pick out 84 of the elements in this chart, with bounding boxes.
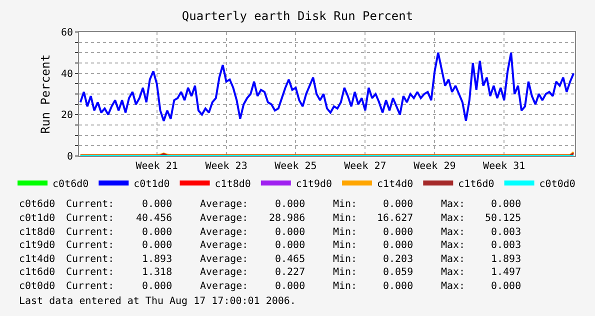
x-tick-label: Week 27 — [344, 161, 386, 172]
text: Min: — [333, 254, 358, 265]
text: c0t0d0 — [19, 281, 56, 292]
text: Current: — [66, 254, 114, 265]
text: Max: — [441, 199, 466, 210]
text: 0.000 — [383, 240, 414, 251]
legend-label: c1t6d0 — [458, 178, 494, 190]
text: 0.000 — [275, 199, 306, 210]
text: 0.003 — [491, 240, 522, 251]
text: 0.000 — [275, 240, 306, 251]
text: Min: — [333, 281, 358, 292]
text: 0.000 — [491, 281, 522, 292]
x-tick-label: Week 25 — [274, 161, 317, 172]
line-series — [79, 52, 575, 122]
text: Current: — [66, 213, 114, 224]
text: 1.318 — [142, 267, 172, 278]
x-tick-label: Week 29 — [414, 161, 456, 172]
text: 0.227 — [275, 267, 306, 278]
legend-label: c1t9d0 — [296, 178, 332, 190]
text: Average: — [200, 240, 248, 251]
text: Average: — [200, 199, 248, 210]
text: 0.000 — [383, 281, 414, 292]
text: 0.203 — [383, 254, 414, 265]
text: Min: — [333, 227, 358, 238]
text: 0.059 — [383, 267, 414, 278]
text: Max: — [441, 267, 466, 278]
text: c1t6d0 — [19, 267, 56, 278]
legend-label: c0t6d0 — [52, 178, 89, 190]
text: c1t9d0 — [19, 240, 56, 251]
text: 0.000 — [383, 199, 414, 210]
text: 28.986 — [269, 213, 306, 224]
text: Max: — [441, 240, 466, 251]
text: Last data entered at Thu Aug 17 17:00:01 2006. — [19, 296, 296, 307]
text: 50.125 — [485, 213, 522, 224]
text: Current: — [66, 199, 114, 210]
text: Max: — [441, 227, 466, 238]
text: 0.000 — [142, 227, 172, 238]
text: Min: — [333, 213, 358, 224]
text: Average: — [200, 281, 248, 292]
x-tick-label: Week 21 — [136, 161, 178, 172]
text: 40.456 — [136, 213, 172, 224]
text: Min: — [333, 199, 358, 210]
text: Average: — [200, 227, 248, 238]
text: 0.003 — [491, 227, 522, 238]
y-tick-label: 0 — [66, 152, 73, 162]
legend-label: c0t0d0 — [539, 178, 576, 190]
text: 1.497 — [491, 267, 522, 278]
text: 0.000 — [142, 199, 172, 210]
text: 0.000 — [275, 281, 306, 292]
text: 1.893 — [491, 254, 522, 265]
text: Current: — [66, 281, 114, 292]
text: 0.000 — [491, 199, 522, 210]
text: 0.000 — [383, 227, 414, 238]
legend-label: c1t4d0 — [377, 178, 414, 190]
text: Average: — [200, 254, 248, 265]
text: c0t6d0 — [19, 199, 56, 210]
text: Current: — [66, 240, 114, 251]
y-tick-label: 40 — [60, 68, 73, 80]
legend-label: c1t8d0 — [214, 178, 251, 190]
text: Min: — [333, 240, 358, 251]
chart-title: Quarterly earth Disk Run Percent — [182, 9, 414, 24]
text: Average: — [200, 267, 248, 278]
text: c1t8d0 — [19, 227, 56, 238]
text: 16.627 — [377, 213, 414, 224]
text: 0.000 — [142, 240, 172, 251]
text: Current: — [66, 267, 114, 278]
text: 0.000 — [275, 227, 306, 238]
legend-label: c0t1d0 — [134, 178, 170, 190]
text: Max: — [441, 281, 466, 292]
y-axis-title: Run Percent — [38, 54, 52, 134]
x-tick-label: Week 23 — [205, 161, 248, 172]
text: Max: — [441, 254, 466, 265]
x-tick-label: Week 31 — [483, 161, 526, 172]
y-tick-label: 20 — [60, 110, 73, 122]
text: 0.465 — [275, 254, 306, 265]
text: Min: — [333, 267, 358, 278]
text: 0.000 — [142, 281, 172, 292]
text: c1t4d0 — [19, 254, 56, 265]
text: Max: — [441, 213, 466, 224]
text: 1.893 — [142, 254, 172, 265]
y-tick-label: 60 — [60, 28, 73, 38]
text: Average: — [200, 213, 248, 224]
text: Current: — [66, 227, 114, 238]
text: c0t1d0 — [19, 213, 56, 224]
